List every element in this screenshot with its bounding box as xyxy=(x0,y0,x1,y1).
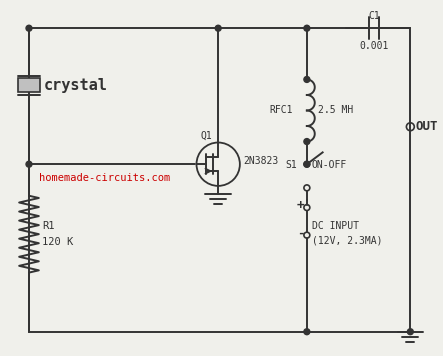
Text: -: - xyxy=(297,227,304,240)
Text: +: + xyxy=(297,199,304,212)
Text: S1: S1 xyxy=(285,160,297,170)
Text: 2.5 MH: 2.5 MH xyxy=(318,105,353,115)
Text: R1: R1 xyxy=(42,221,54,231)
Text: homemade-circuits.com: homemade-circuits.com xyxy=(39,173,170,183)
Circle shape xyxy=(26,161,32,167)
Text: RFC1: RFC1 xyxy=(269,105,293,115)
Text: crystal: crystal xyxy=(44,78,108,93)
Text: 120 K: 120 K xyxy=(42,237,73,247)
Circle shape xyxy=(304,77,310,83)
Circle shape xyxy=(304,161,310,167)
Text: DC INPUT: DC INPUT xyxy=(312,221,359,231)
Text: (12V, 2.3MA): (12V, 2.3MA) xyxy=(312,235,382,245)
Circle shape xyxy=(408,329,413,335)
Text: ON-OFF: ON-OFF xyxy=(312,160,347,170)
Text: 2N3823: 2N3823 xyxy=(243,156,278,166)
Circle shape xyxy=(304,329,310,335)
Text: 0.001: 0.001 xyxy=(359,41,389,51)
Text: C1: C1 xyxy=(368,11,380,21)
Circle shape xyxy=(215,25,221,31)
Text: OUT: OUT xyxy=(415,120,438,133)
Bar xyxy=(18,78,40,92)
Circle shape xyxy=(26,25,32,31)
Circle shape xyxy=(304,161,310,167)
Text: Q1: Q1 xyxy=(200,131,212,141)
Circle shape xyxy=(304,138,310,145)
Circle shape xyxy=(304,25,310,31)
